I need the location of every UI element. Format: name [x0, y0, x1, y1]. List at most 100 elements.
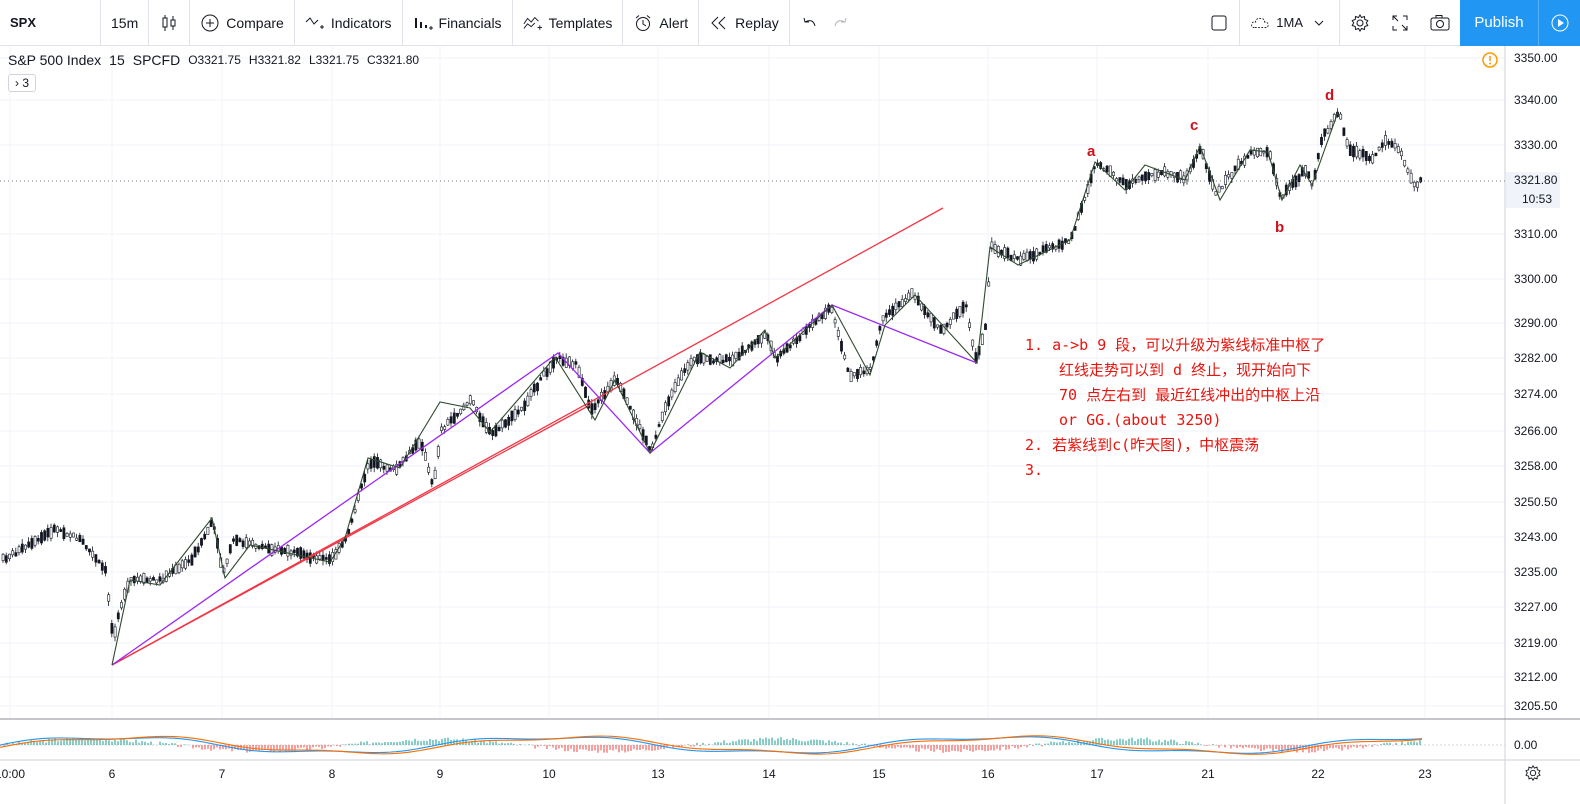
price-tick-label: 3330.00 — [1514, 138, 1558, 152]
price-chart[interactable]: 3350.00 3340.00 3330.00 3310.00 3300.00 3290.… — [0, 46, 1580, 804]
candle-body — [292, 549, 296, 554]
macd-histogram-bar — [1053, 741, 1055, 745]
symbol-search[interactable]: SPX — [0, 0, 100, 46]
candle-body — [244, 537, 248, 549]
candle-body — [420, 441, 424, 452]
macd-histogram-bar — [1260, 745, 1262, 752]
macd-indicator — [0, 735, 1505, 755]
candle-body — [302, 550, 306, 559]
candle-body — [369, 459, 373, 469]
macd-histogram-bar — [507, 743, 509, 745]
macd-histogram-bar — [1224, 745, 1226, 748]
redo-icon — [830, 13, 850, 33]
wave-label-b: b — [1275, 219, 1285, 236]
macd-histogram-bar — [762, 738, 764, 745]
annotation-line-4: or GG.(about 3250) — [1059, 411, 1222, 429]
macd-histogram-bar — [270, 745, 272, 753]
templates-label: Templates — [548, 14, 613, 31]
candle-body — [843, 354, 847, 360]
macd-histogram-bar — [504, 743, 506, 745]
candle-body — [1144, 171, 1147, 182]
candle-body — [177, 563, 181, 573]
layout-button[interactable]: 1MA — [1240, 0, 1339, 46]
candle-body — [1384, 135, 1387, 146]
macd-histogram-bar — [966, 745, 968, 750]
macd-histogram-bar — [1110, 740, 1112, 745]
macd-histogram-bar — [1101, 737, 1103, 745]
candle-body — [443, 426, 447, 430]
candle-body — [142, 573, 146, 584]
candle-body — [430, 479, 434, 485]
settings-button[interactable] — [1340, 0, 1380, 46]
candle-body — [350, 518, 354, 523]
candle-body — [964, 304, 968, 308]
time-tick-label: 15 — [872, 767, 886, 781]
market-status-icon[interactable] — [1482, 52, 1498, 73]
macd-histogram-bar — [843, 744, 845, 745]
candle-body — [1409, 172, 1413, 184]
publish-button[interactable]: Publish — [1460, 0, 1538, 46]
candle-body — [1339, 113, 1343, 120]
indicators-toggle-button[interactable]: › 3 — [8, 74, 37, 92]
text-annotation[interactable]: 1. a->b 9 段，可以升级为紫线标准中枢了 红线走势可以到 d 终止，现开… — [1025, 333, 1325, 483]
macd-histogram-bar — [342, 744, 344, 745]
macd-histogram-bar — [1275, 745, 1277, 750]
candle-body — [539, 377, 543, 381]
candle-body — [107, 594, 111, 602]
candle-body — [84, 545, 88, 550]
snapshot-button[interactable] — [1420, 0, 1460, 46]
chart-type-button[interactable] — [149, 0, 189, 46]
last-price-tag — [1506, 172, 1560, 208]
candle-body — [318, 555, 322, 560]
candle-body — [75, 537, 79, 541]
macd-histogram-bar — [1251, 745, 1253, 748]
macd-histogram-bar — [591, 745, 593, 751]
macd-histogram-bar — [372, 742, 374, 745]
macd-histogram-bar — [651, 745, 653, 751]
macd-histogram-bar — [45, 742, 47, 745]
candle-body — [241, 540, 245, 547]
macd-histogram-bar — [1152, 741, 1154, 745]
play-button[interactable] — [1538, 0, 1580, 46]
candle-body — [1112, 171, 1115, 176]
templates-button[interactable]: Templates — [513, 0, 623, 46]
square-icon — [1209, 13, 1229, 33]
macd-histogram-bar — [555, 745, 557, 750]
undo-button[interactable] — [790, 0, 830, 46]
macd-histogram-bar — [36, 741, 38, 745]
macd-histogram-bar — [477, 742, 479, 745]
candle-body — [158, 576, 162, 582]
macd-histogram-bar — [894, 745, 896, 749]
indicators-button[interactable]: Indicators — [295, 0, 402, 46]
financials-icon — [413, 13, 433, 33]
axis-settings-button[interactable] — [1524, 764, 1542, 787]
candle-body — [673, 382, 677, 392]
candle-body — [324, 557, 328, 560]
expand-button[interactable] — [1380, 0, 1420, 46]
candle-body — [228, 544, 232, 554]
candle-body — [968, 322, 971, 328]
compare-button[interactable]: Compare — [190, 0, 294, 46]
macd-histogram-bar — [609, 745, 611, 750]
macd-histogram-bar — [1179, 743, 1181, 745]
macd-histogram-bar — [528, 744, 530, 745]
macd-histogram-bar — [141, 741, 143, 745]
candle-body — [516, 409, 520, 415]
candle-body — [824, 307, 827, 319]
alarm-clock-icon — [633, 13, 653, 33]
replay-button[interactable]: Replay — [699, 0, 789, 46]
candle-body — [363, 473, 367, 483]
alert-button[interactable]: Alert — [623, 0, 698, 46]
macd-histogram-bar — [210, 745, 212, 751]
macd-histogram-bar — [942, 745, 944, 753]
interval-button[interactable]: 15m — [101, 0, 148, 46]
macd-histogram-bar — [57, 741, 59, 745]
candle-body — [926, 312, 930, 318]
redo-button[interactable] — [830, 0, 860, 46]
fullscreen-toggle-button[interactable] — [1199, 0, 1239, 46]
candle-body — [14, 552, 18, 557]
macd-histogram-bar — [66, 738, 68, 745]
macd-histogram-bar — [21, 743, 23, 745]
macd-histogram-bar — [900, 745, 902, 748]
financials-button[interactable]: Financials — [403, 0, 512, 46]
